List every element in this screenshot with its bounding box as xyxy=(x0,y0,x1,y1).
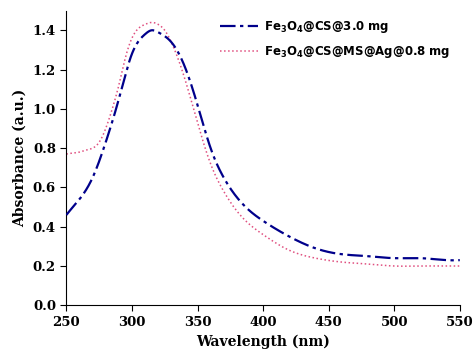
Legend: $\mathbf{Fe_3O_4}$$\mathbf{@CS@3.0\ mg}$, $\mathbf{Fe_3O_4}$$\mathbf{@CS@MS@Ag@0: $\mathbf{Fe_3O_4}$$\mathbf{@CS@3.0\ mg}$… xyxy=(220,20,450,60)
X-axis label: Wavelength (nm): Wavelength (nm) xyxy=(196,334,330,349)
Y-axis label: Absorbance (a.u.): Absorbance (a.u.) xyxy=(13,89,27,227)
